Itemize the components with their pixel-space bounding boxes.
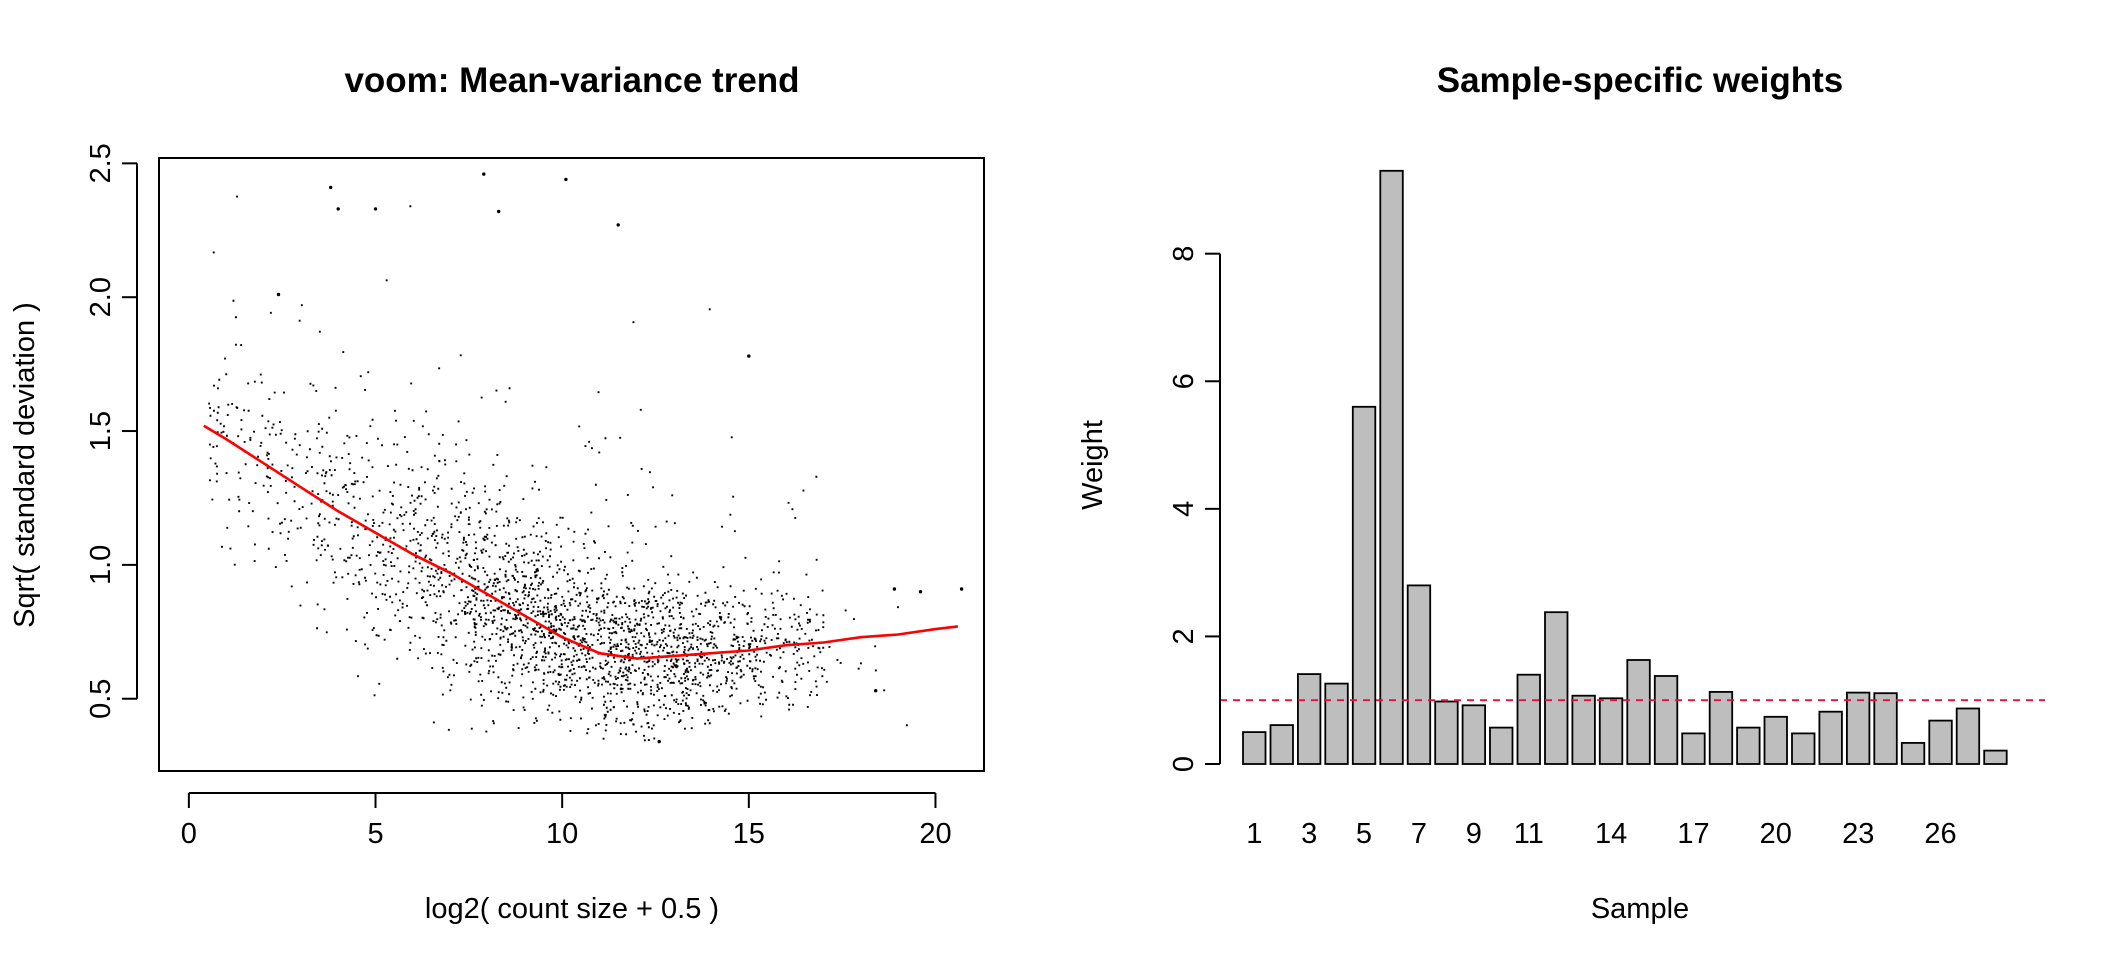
weights-x-tick-label: 26: [1924, 818, 1956, 850]
weights-bar: [1708, 691, 1734, 765]
weights-title: Sample-specific weights: [1437, 61, 1844, 100]
voom-point: [959, 587, 964, 591]
voom-point: [747, 354, 751, 358]
weights-bar: [1461, 704, 1486, 765]
weights-bar: [1434, 700, 1459, 765]
weights-x-tick-label: 9: [1466, 818, 1482, 850]
weights-x-tick-label: 3: [1301, 818, 1317, 850]
weights-bar: [1544, 611, 1569, 765]
voom-point: [336, 207, 340, 211]
voom-y-tick-label: 0.5: [85, 679, 117, 719]
voom-x-tick-label: 15: [733, 818, 765, 850]
voom-y-tick-label: 1.0: [85, 545, 117, 585]
weights-bar: [1681, 732, 1706, 765]
weights-y-axis: 0 2 4 6 8: [1168, 246, 1221, 772]
voom-y-axis: 0.5 1.0 1.5 2.0 2.5: [85, 143, 138, 719]
weights-bar: [1516, 673, 1541, 765]
weights-bar: [1571, 694, 1596, 765]
weights-bar: [1900, 742, 1926, 765]
voom-panel: voom: Mean-variance trend 0 5 10 15 20 0.5 1.…: [9, 61, 985, 925]
weights-bar: [1626, 659, 1651, 765]
weights-bars: [1242, 169, 2008, 765]
voom-x-tick-label: 0: [181, 818, 197, 850]
weights-bar: [1736, 726, 1761, 765]
weights-x-tick-label: 7: [1411, 818, 1427, 850]
voom-x-tick-label: 5: [367, 818, 383, 850]
weights-bar: [1928, 719, 1953, 765]
weights-bar: [1983, 749, 2008, 765]
voom-point: [497, 209, 501, 214]
weights-bar: [1846, 691, 1871, 765]
voom-point: [276, 292, 281, 297]
voom-x-tick-label: 10: [546, 818, 578, 850]
voom-x-tick-label: 20: [919, 818, 951, 850]
weights-bar: [1489, 726, 1514, 765]
weights-bar: [1379, 169, 1404, 765]
weights-bar: [1406, 584, 1432, 765]
voom-plot-box: [158, 157, 985, 772]
weights-bar: [1324, 682, 1349, 765]
weights-bar: [1598, 697, 1624, 765]
weights-y-label: Weight: [1077, 420, 1109, 510]
weights-bar: [1873, 692, 1898, 765]
voom-x-axis: 0 5 10 15 20: [181, 792, 952, 850]
weights-panel: Sample-specific weights 1 3 5 7 9 11 14 17 20 23 2…: [1077, 61, 2045, 925]
weights-y-tick-label: 0: [1168, 756, 1200, 772]
weights-bar: [1269, 724, 1294, 765]
voom-points: [208, 172, 964, 744]
weights-y-tick-label: 8: [1168, 246, 1200, 262]
voom-x-label: log2( count size + 0.5 ): [425, 893, 719, 925]
weights-bar: [1351, 405, 1377, 765]
voom-point: [918, 590, 923, 594]
weights-bar: [1791, 732, 1816, 765]
weights-x-tick-label: 1: [1246, 818, 1262, 850]
weights-bar: [1297, 673, 1322, 765]
voom-point: [874, 689, 878, 693]
weights-x-tick-label: 23: [1842, 818, 1874, 850]
weights-y-tick-label: 4: [1168, 501, 1200, 517]
voom-point: [482, 172, 486, 176]
voom-y-label: Sqrt( standard deviation ): [9, 302, 41, 628]
voom-point: [329, 185, 333, 190]
weights-bar: [1653, 675, 1679, 765]
weights-x-tick-label: 5: [1356, 818, 1372, 850]
voom-point: [564, 177, 568, 182]
weights-bar: [1955, 707, 1981, 765]
voom-point: [616, 223, 620, 227]
weights-bar: [1818, 710, 1843, 765]
weights-y-tick-label: 6: [1168, 373, 1200, 389]
voom-point: [373, 207, 378, 211]
weights-x-tick-label: 11: [1514, 818, 1544, 850]
weights-x-tick-label: 14: [1595, 818, 1627, 850]
voom-trend-line: [203, 424, 959, 660]
weights-x-tick-label: 17: [1677, 818, 1709, 850]
voom-y-tick-label: 2.0: [85, 277, 117, 317]
voom-y-tick-label: 1.5: [85, 411, 117, 451]
weights-x-axis: 1 3 5 7 9 11 14 17 20 23 26: [1246, 818, 1956, 850]
voom-y-tick-label: 2.5: [85, 143, 117, 183]
voom-point: [657, 739, 661, 744]
weights-x-tick-label: 20: [1760, 818, 1792, 850]
weights-bar: [1763, 715, 1788, 765]
voom-title: voom: Mean-variance trend: [344, 61, 799, 100]
weights-bar: [1242, 731, 1267, 765]
weights-x-label: Sample: [1591, 893, 1689, 925]
voom-point: [892, 587, 897, 591]
weights-y-tick-label: 2: [1168, 628, 1200, 644]
